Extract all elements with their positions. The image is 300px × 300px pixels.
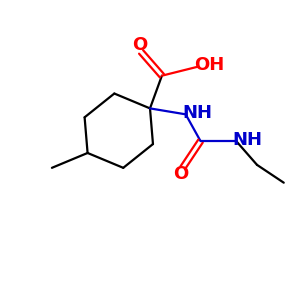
Text: NH: NH xyxy=(182,104,212,122)
Text: NH: NH xyxy=(232,130,262,148)
Text: O: O xyxy=(174,165,189,183)
Text: O: O xyxy=(132,36,147,54)
Text: OH: OH xyxy=(194,56,224,74)
